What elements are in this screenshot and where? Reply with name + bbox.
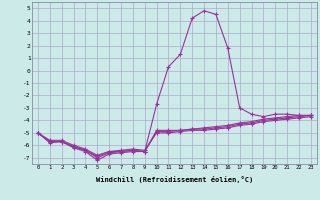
- X-axis label: Windchill (Refroidissement éolien,°C): Windchill (Refroidissement éolien,°C): [96, 176, 253, 183]
